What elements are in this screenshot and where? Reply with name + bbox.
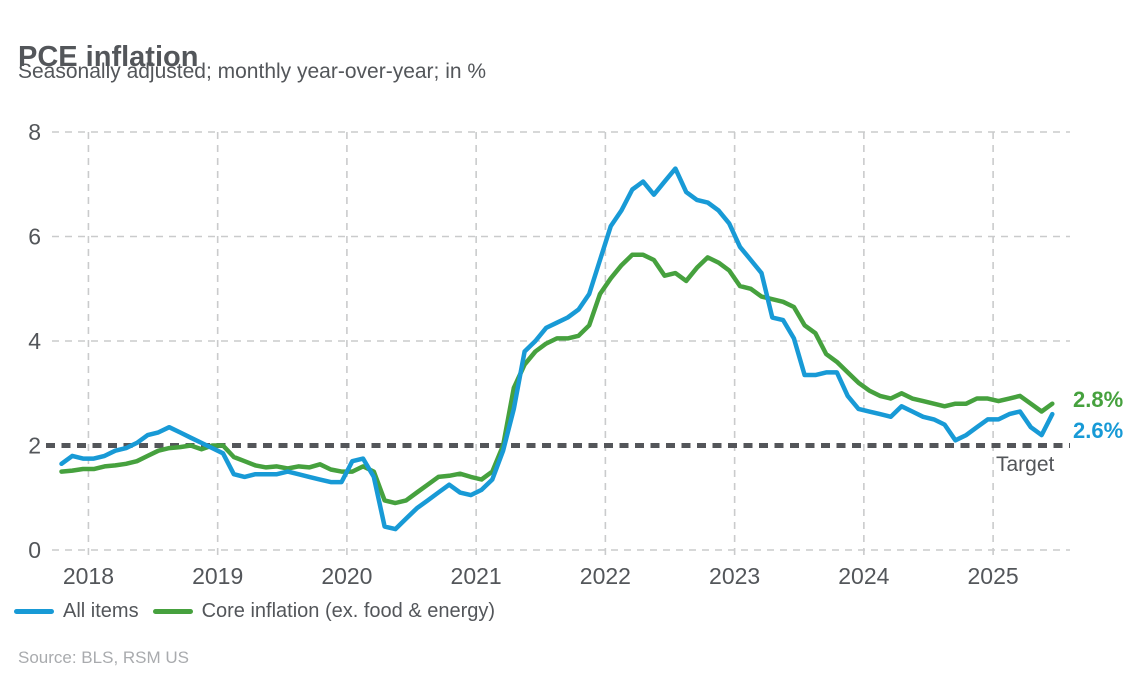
x-axis-tick-label: 2020 xyxy=(321,563,372,589)
all-items-line-swatch-icon xyxy=(14,609,54,614)
core-inflation-line-swatch-icon xyxy=(152,609,193,614)
legend-label-all-items: All items xyxy=(63,600,139,622)
end-label-core: 2.8% xyxy=(1073,387,1124,412)
x-axis-tick-label: 2022 xyxy=(580,563,631,589)
y-axis-tick-label: 4 xyxy=(28,328,41,354)
legend: All items Core inflation (ex. food & ene… xyxy=(14,600,509,623)
y-axis-tick-label: 6 xyxy=(28,224,41,250)
source-text: Source: BLS, RSM US xyxy=(18,648,190,667)
x-axis-tick-label: 2023 xyxy=(709,563,760,589)
x-axis-tick-label: 2021 xyxy=(451,563,502,589)
end-label-all: 2.6% xyxy=(1073,418,1124,443)
legend-item-core-inflation: Core inflation (ex. food & energy) xyxy=(152,600,496,623)
y-axis-tick-label: 0 xyxy=(28,537,41,563)
chart-title: PCE inflation xyxy=(18,41,199,74)
x-axis-tick-label: 2019 xyxy=(192,563,243,589)
series-line-core-inflation-ex-food-energy xyxy=(59,252,1055,506)
y-axis-tick-label: 2 xyxy=(28,433,41,459)
legend-item-all-items: All items xyxy=(14,600,139,623)
series-line-all-items xyxy=(59,166,1055,532)
x-axis-tick-label: 2024 xyxy=(838,563,889,589)
chart-subtitle: Seasonally adjusted; monthly year-over-y… xyxy=(18,60,487,83)
target-label: Target xyxy=(996,453,1055,476)
x-axis-tick-label: 2025 xyxy=(968,563,1019,589)
legend-label-core-inflation: Core inflation (ex. food & energy) xyxy=(201,600,496,622)
x-axis-tick-label: 2018 xyxy=(63,563,114,589)
y-axis-tick-label: 8 xyxy=(28,119,41,145)
